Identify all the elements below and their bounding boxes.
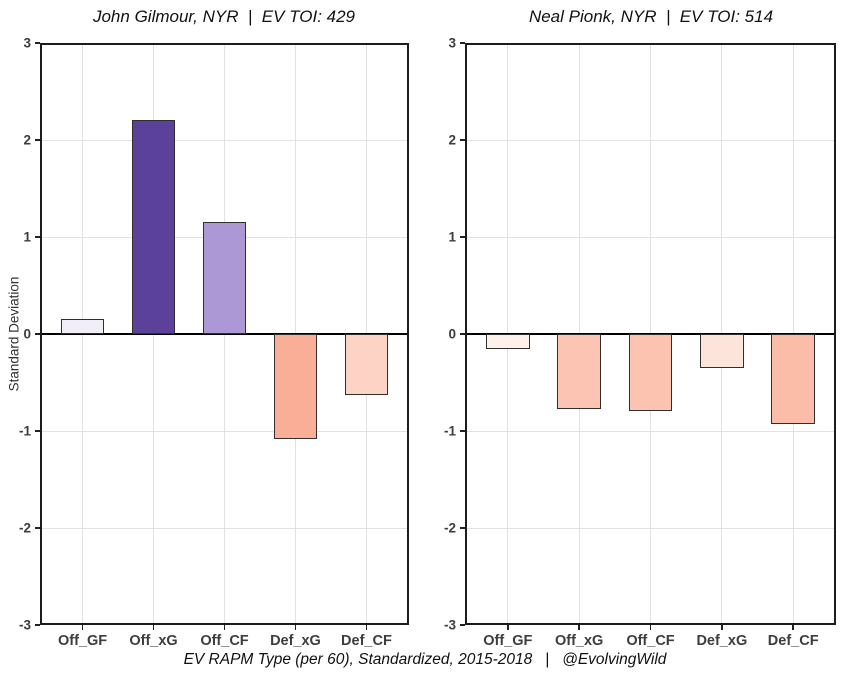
x-tick-label: Off_CF — [200, 633, 249, 649]
y-tick-mark — [35, 236, 40, 238]
y-tick-label: -1 — [443, 423, 456, 439]
x-tick-label: Def_CF — [341, 633, 392, 649]
y-tick-mark — [460, 139, 465, 141]
x-tick-mark — [365, 625, 368, 630]
x-tick-label: Off_xG — [554, 633, 604, 649]
y-tick-label: -2 — [18, 520, 31, 536]
x-tick-label: Off_GF — [483, 633, 533, 649]
x-tick-label: Def_CF — [767, 633, 819, 649]
bar-off_gf — [60, 319, 105, 334]
y-tick-mark — [35, 139, 40, 141]
y-tick-mark — [35, 333, 40, 335]
y-tick-label: 2 — [448, 132, 456, 148]
bar-off_xg — [131, 119, 176, 334]
y-tick-label: 3 — [23, 35, 31, 51]
chart-title-left: John Gilmour, NYR | EV TOI: 429 — [92, 7, 356, 26]
y-tick-mark — [460, 624, 465, 626]
bar-def_xg — [700, 334, 744, 368]
x-tick-mark — [294, 625, 297, 630]
x-tick-label: Def_xG — [696, 633, 748, 649]
y-tick-mark — [460, 430, 465, 432]
x-tick-mark — [81, 625, 84, 630]
figure-caption: EV RAPM Type (per 60), Standardized, 201… — [183, 651, 667, 668]
y-tick-mark — [35, 527, 40, 529]
y-tick-label: 3 — [448, 35, 456, 51]
y-tick-label: 2 — [23, 132, 31, 148]
bar-off_gf — [486, 334, 530, 349]
x-tick-mark — [578, 625, 580, 630]
y-tick-label: -2 — [443, 520, 456, 536]
x-tick-mark — [223, 625, 226, 630]
y-tick-label: 0 — [23, 326, 31, 342]
x-tick-label: Def_xG — [270, 633, 321, 649]
y-tick-mark — [35, 42, 40, 44]
x-tick-mark — [507, 625, 509, 630]
bar-def_cf — [344, 334, 389, 396]
y-tick-label: 1 — [23, 229, 31, 245]
bar-off_cf — [202, 222, 247, 334]
y-tick-label: -1 — [18, 423, 31, 439]
y-tick-label: 1 — [448, 229, 456, 245]
y-tick-mark — [460, 527, 465, 529]
chart-panel-left — [40, 43, 409, 625]
panel-border — [40, 43, 409, 625]
bar-def_cf — [771, 334, 815, 425]
x-tick-mark — [649, 625, 652, 630]
y-tick-mark — [35, 624, 40, 626]
x-tick-mark — [792, 625, 794, 630]
zero-line — [40, 333, 409, 335]
chart-panel-right — [465, 43, 836, 625]
x-tick-mark — [152, 625, 155, 630]
bar-def_xg — [273, 334, 318, 439]
x-tick-label: Off_xG — [129, 633, 178, 649]
y-tick-mark — [460, 333, 465, 335]
y-axis-label: Standard Deviation — [6, 276, 22, 392]
bar-off_cf — [628, 334, 673, 411]
x-tick-label: Off_CF — [626, 633, 675, 649]
x-tick-mark — [721, 625, 723, 630]
y-tick-mark — [460, 42, 465, 44]
y-tick-mark — [35, 430, 40, 432]
y-tick-label: -3 — [443, 617, 456, 633]
y-tick-mark — [460, 236, 465, 238]
panel-border — [465, 43, 836, 625]
y-tick-label: -3 — [18, 617, 31, 633]
x-tick-label: Off_GF — [57, 633, 108, 649]
chart-title-right: Neal Pionk, NYR | EV TOI: 514 — [528, 7, 774, 26]
bar-off_xg — [557, 334, 601, 409]
y-tick-label: 0 — [448, 326, 456, 342]
